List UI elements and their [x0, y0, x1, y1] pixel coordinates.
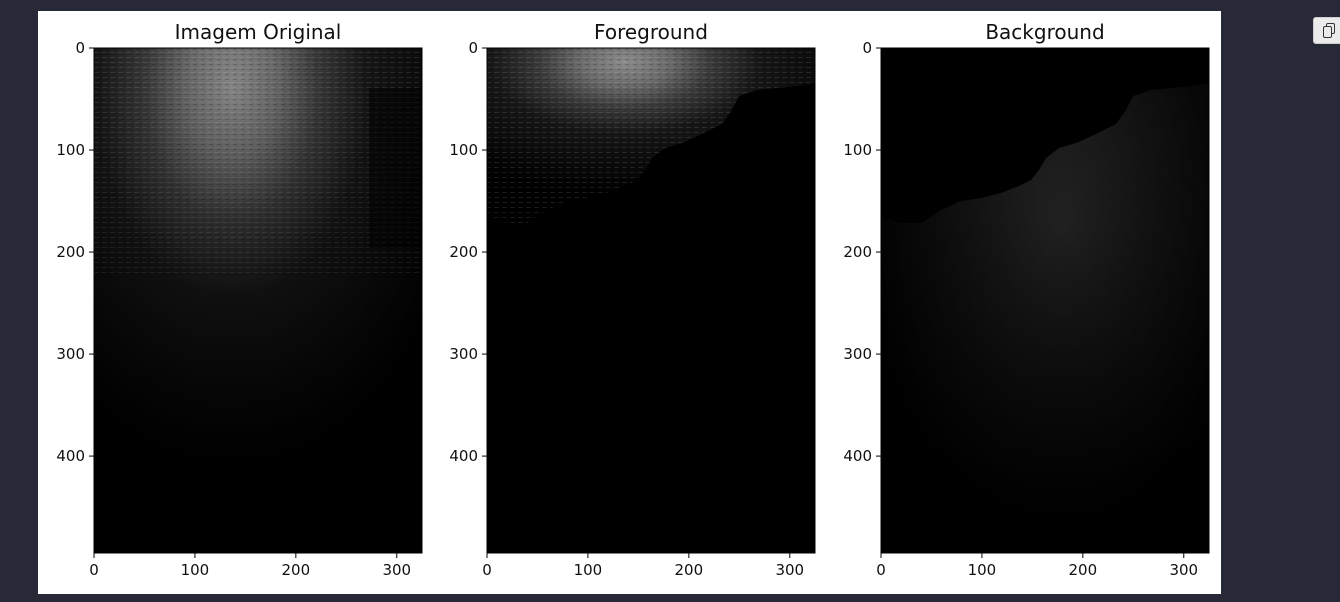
y-tick-label: 300: [449, 345, 478, 363]
y-tick-label: 300: [56, 345, 85, 363]
matplotlib-figure: Imagem Original 0 100 200 300 0 100 200 300 400 Fo…: [38, 11, 1221, 594]
y-tick-label: 0: [862, 39, 872, 57]
y-tick-label: 100: [843, 141, 872, 159]
copy-icon: [1323, 23, 1335, 38]
x-tick-label: 300: [382, 561, 411, 579]
x-tick-label: 100: [968, 561, 997, 579]
x-tick-label: 300: [775, 561, 804, 579]
y-tick-label: 400: [843, 447, 872, 465]
x-tick-label: 0: [876, 561, 886, 579]
x-tick-label: 100: [181, 561, 210, 579]
image-panel-3: Background 0 100 200 300 0 100 200 300 400: [843, 20, 1210, 579]
axes-frame: [486, 47, 816, 554]
y-tick-label: 200: [56, 243, 85, 261]
y-tick-label: 400: [449, 447, 478, 465]
y-tick-label: 200: [449, 243, 478, 261]
image-panel-1: Imagem Original 0 100 200 300 0 100 200 300 400: [56, 20, 423, 579]
copy-output-button[interactable]: [1313, 17, 1340, 44]
image-panel-2: Foreground 0 100 200 300 0 100 200 300 400: [449, 20, 816, 579]
x-tick-label: 200: [1069, 561, 1098, 579]
y-tick-label: 300: [843, 345, 872, 363]
x-tick-label: 200: [282, 561, 311, 579]
axes-frame: [93, 47, 423, 554]
panel-title: Imagem Original: [175, 20, 342, 44]
y-tick-label: 0: [75, 39, 85, 57]
panel-title: Background: [985, 20, 1104, 44]
y-tick-label: 100: [449, 141, 478, 159]
x-tick-label: 100: [574, 561, 603, 579]
ultrasound-image: [487, 48, 815, 553]
x-tick-label: 300: [1169, 561, 1198, 579]
y-tick-label: 100: [56, 141, 85, 159]
x-tick-label: 0: [482, 561, 492, 579]
axes-frame: [880, 47, 1210, 554]
panel-title: Foreground: [594, 20, 708, 44]
y-tick-label: 0: [468, 39, 478, 57]
ultrasound-image: [94, 48, 422, 553]
ultrasound-image: [881, 48, 1209, 553]
y-tick-label: 400: [56, 447, 85, 465]
x-tick-label: 0: [89, 561, 99, 579]
x-tick-label: 200: [675, 561, 704, 579]
y-tick-label: 200: [843, 243, 872, 261]
